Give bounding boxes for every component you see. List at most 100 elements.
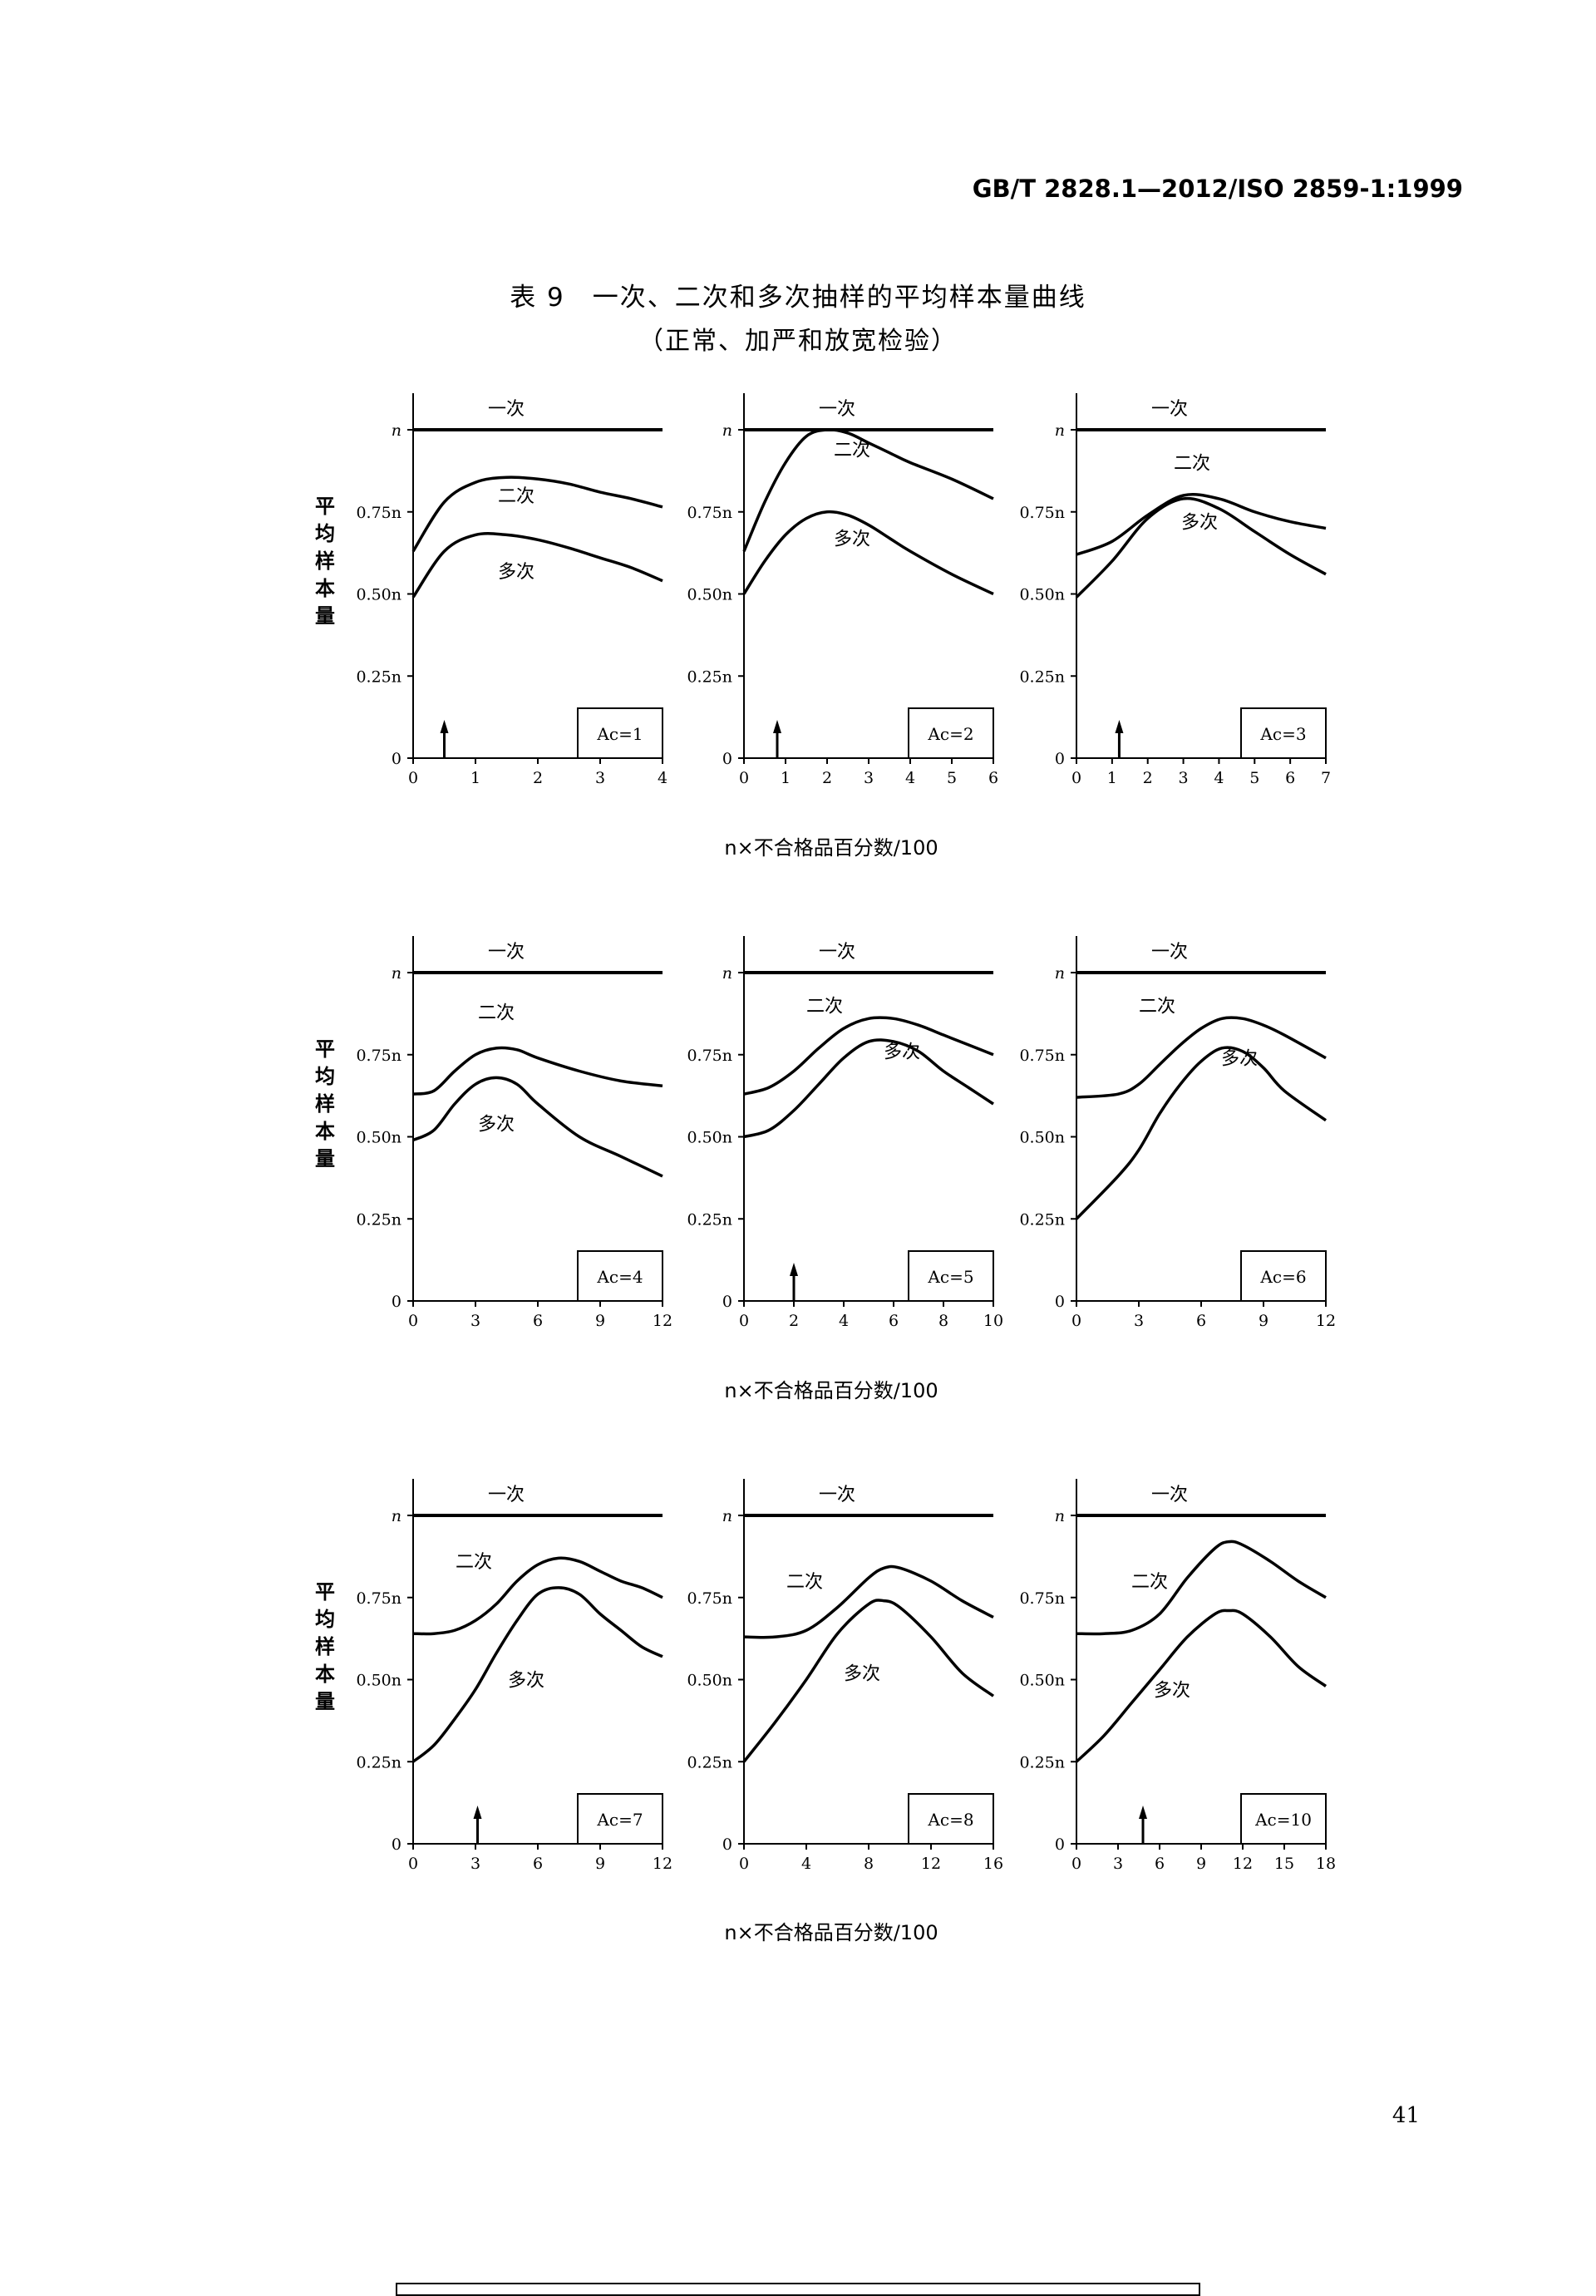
y-tick-label: 0.50n — [356, 586, 401, 604]
y-tick-label: 0.75n — [1019, 1589, 1065, 1608]
series-label-double: 二次 — [806, 996, 843, 1017]
x-tick-label: 3 — [1179, 769, 1189, 787]
y-tick-label: 0 — [722, 750, 732, 768]
x-tick-label: 0 — [1071, 1312, 1081, 1330]
x-tick-label: 6 — [533, 1855, 543, 1873]
x-tick-label: 1 — [1107, 769, 1117, 787]
x-tick-label: 0 — [739, 769, 749, 787]
series-label-double: 二次 — [478, 1003, 515, 1023]
y-tick-label: 0.75n — [356, 1047, 401, 1065]
multiple-sampling-curve — [411, 531, 663, 599]
y-tick-label: n — [392, 964, 401, 983]
acceptance-label: Ac=3 — [1259, 724, 1306, 744]
y-axis-title-char: 平 — [315, 1580, 335, 1604]
y-axis-title-row-3: 平均样本量 — [315, 1580, 335, 1713]
y-axis-title-char: 样 — [315, 549, 335, 573]
series-label-multiple: 多次 — [478, 1115, 515, 1136]
y-tick-label: n — [722, 1507, 732, 1525]
acceptance-box — [1240, 1250, 1327, 1301]
y-axis-title-char: 均 — [315, 522, 335, 545]
y-tick-label: 0.25n — [356, 668, 401, 686]
acceptance-label: Ac=7 — [596, 1810, 643, 1830]
acceptance-box — [577, 1793, 663, 1844]
double-sampling-curve — [1076, 1016, 1327, 1099]
multiple-sampling-curve — [743, 1038, 994, 1139]
x-tick-label: 3 — [1134, 1312, 1144, 1330]
arrow-head — [440, 720, 449, 733]
multiple-sampling-curve — [412, 1076, 663, 1178]
arrow-head — [1139, 1806, 1147, 1819]
double-sampling-curve — [743, 1564, 994, 1639]
series-label-double: 二次 — [786, 1572, 823, 1593]
acceptance-box — [577, 707, 663, 758]
y-tick-label: 0.25n — [687, 1753, 732, 1771]
y-tick-label: 0.50n — [687, 1672, 732, 1690]
x-tick-label: 2 — [822, 769, 832, 787]
y-axis-title-char: 均 — [315, 1065, 335, 1088]
x-tick-label: 4 — [905, 769, 915, 787]
x-tick-label: 10 — [983, 1312, 1003, 1330]
x-tick-label: 12 — [1316, 1312, 1336, 1330]
x-tick-label: 3 — [864, 769, 874, 787]
series-label-single: 一次 — [1151, 399, 1188, 420]
footer-frame — [396, 2283, 1200, 2296]
y-tick-label: 0.50n — [356, 1129, 401, 1147]
y-tick-label: 0.25n — [1019, 668, 1065, 686]
x-tick-label: 0 — [1071, 1855, 1081, 1873]
x-tick-label: 6 — [1285, 769, 1295, 787]
series-label-single: 一次 — [819, 942, 855, 963]
x-tick-label: 0 — [739, 1855, 749, 1873]
y-axis-title-char: 本 — [315, 1663, 335, 1686]
x-tick-label: 0 — [408, 1312, 418, 1330]
x-tick-label: 5 — [1249, 769, 1259, 787]
x-tick-label: 6 — [988, 769, 998, 787]
x-tick-label: 2 — [789, 1312, 799, 1330]
y-tick-label: n — [722, 421, 732, 440]
y-tick-label: n — [722, 964, 732, 983]
y-tick-label: 0.50n — [1019, 1129, 1065, 1147]
y-tick-label: n — [1055, 964, 1065, 983]
x-tick-label: 4 — [658, 769, 667, 787]
series-label-double: 二次 — [456, 1552, 492, 1573]
acceptance-label: Ac=2 — [927, 724, 973, 744]
series-label-single: 一次 — [819, 1485, 855, 1505]
x-tick-label: 0 — [408, 769, 418, 787]
y-tick-label: 0 — [1055, 1293, 1065, 1311]
x-tick-label: 8 — [864, 1855, 874, 1873]
x-tick-label: 0 — [739, 1312, 749, 1330]
y-tick-label: 0.25n — [1019, 1210, 1065, 1229]
x-tick-label: 3 — [470, 1312, 480, 1330]
x-tick-label: 4 — [801, 1855, 811, 1873]
y-tick-label: 0 — [722, 1293, 732, 1311]
x-tick-label: 12 — [921, 1855, 941, 1873]
arrow-head — [790, 1263, 798, 1276]
series-label-single: 一次 — [488, 942, 525, 963]
y-tick-label: 0.25n — [356, 1210, 401, 1229]
y-axis-title-char: 量 — [315, 1690, 335, 1713]
x-tick-label: 1 — [470, 769, 480, 787]
y-tick-label: 0.75n — [1019, 504, 1065, 522]
series-label-double: 二次 — [1139, 996, 1175, 1017]
acceptance-label: Ac=5 — [927, 1267, 973, 1287]
acceptance-label: Ac=1 — [596, 724, 643, 744]
x-tick-label: 3 — [595, 769, 605, 787]
x-tick-label: 18 — [1316, 1855, 1336, 1873]
double-sampling-curve — [743, 1016, 994, 1096]
y-tick-label: 0 — [392, 1835, 401, 1854]
multiple-sampling-curve — [742, 1599, 995, 1763]
y-axis-title-row-2: 平均样本量 — [315, 1037, 335, 1170]
x-tick-label: 3 — [1113, 1855, 1123, 1873]
y-axis-title-char: 样 — [315, 1092, 335, 1116]
multiple-sampling-curve — [742, 510, 994, 596]
y-tick-label: 0.25n — [356, 1753, 401, 1771]
acceptance-label: Ac=8 — [927, 1810, 973, 1830]
series-label-multiple: 多次 — [1221, 1049, 1258, 1070]
series-label-double: 二次 — [1131, 1572, 1168, 1593]
x-tick-label: 1 — [781, 769, 791, 787]
x-tick-label: 8 — [938, 1312, 948, 1330]
